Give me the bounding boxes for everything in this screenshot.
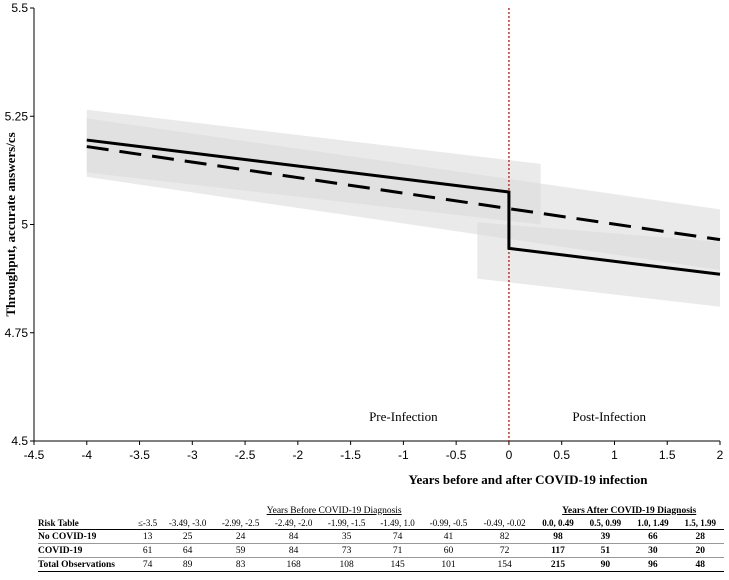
risk-table-cell: 59: [214, 543, 268, 558]
risk-table-cell: 39: [581, 529, 630, 544]
risk-table-cell: 61: [134, 543, 162, 558]
y-tick-label: 5: [21, 218, 28, 232]
risk-table-header-cell: -1.49, 1.0: [373, 516, 422, 530]
risk-table-cell: 71: [373, 543, 422, 558]
risk-table-header-cell: -0.99, -0.5: [421, 516, 475, 530]
risk-table-header-cell: -1.99, -1.5: [320, 516, 374, 530]
axes: -4.5 -4 -3.5 -3 -2.5 -2 -1.5 -1 -0.5 0 0.5 1 1.5 2 4.5…: [5, 1, 724, 462]
risk-table-cell: 51: [581, 543, 630, 558]
x-tick-label: -1.5: [340, 448, 361, 462]
risk-table-cell: 73: [320, 543, 374, 558]
risk-table-row: Total Observations 74 89 83 168 108 145 101 154 2…: [38, 557, 724, 572]
x-tick-label: 1: [611, 448, 618, 462]
risk-table-group-row: Years Before COVID-19 Diagnosis Years Af…: [38, 505, 724, 516]
risk-table-cell: 13: [134, 529, 162, 544]
risk-table-title: Risk Table: [38, 516, 134, 530]
x-tick-label: -2.5: [235, 448, 256, 462]
risk-table-cell: 96: [629, 557, 677, 572]
x-tick-label: -4.5: [24, 448, 45, 462]
x-tick-label: -3: [187, 448, 198, 462]
risk-table-header-cell: ≤-3.5: [134, 516, 162, 530]
x-tick-label: -0.5: [446, 448, 467, 462]
risk-table-row-label: COVID-19: [38, 543, 134, 558]
series-dashed-line: [86, 145, 721, 242]
x-tick-label: 0: [506, 448, 513, 462]
post-infection-label: Post-Infection: [572, 409, 646, 424]
x-tick-label: -4: [81, 448, 92, 462]
risk-table-cell: 24: [214, 529, 268, 544]
risk-table-row: No COVID-19 13 25 24 84 35 74 41 82 98 39 66 28: [38, 529, 724, 544]
risk-table-cell: 74: [134, 557, 162, 572]
line-chart: -4.5 -4 -3.5 -3 -2.5 -2 -1.5 -1 -0.5 0 0.5 1 1.5 2 4.5…: [3, 1, 724, 487]
group-before-label: Years Before COVID-19 Diagnosis: [266, 505, 402, 516]
risk-table-cell: 35: [320, 529, 374, 544]
risk-table-cell: 168: [267, 557, 321, 572]
risk-table-cell: 72: [474, 543, 535, 558]
risk-table: Years Before COVID-19 Diagnosis Years Af…: [38, 505, 724, 572]
risk-table-cell: 41: [421, 529, 475, 544]
risk-table-cell: 154: [474, 557, 535, 572]
y-axis-title: Throughput, accurate answers/cs: [3, 132, 18, 316]
risk-table-cell: 84: [267, 529, 321, 544]
risk-table-cell: 20: [676, 543, 724, 558]
risk-table-cell: 89: [161, 557, 215, 572]
risk-table-cell: 48: [676, 557, 724, 572]
risk-table-row-label: Total Observations: [38, 557, 134, 572]
risk-table-cell: 82: [474, 529, 535, 544]
chart-labels: Pre-Infection Post-Infection Years before …: [3, 132, 648, 487]
y-tick-label: 4.75: [5, 326, 29, 340]
risk-table-cell: 215: [534, 557, 582, 572]
risk-table-cell: 98: [534, 529, 582, 544]
x-tick-label: 0.5: [553, 448, 570, 462]
x-tick-label: 1.5: [659, 448, 676, 462]
risk-table-header-cell: -0.49, -0.02: [474, 516, 535, 530]
risk-table-header-row: Risk Table ≤-3.5 -3.49, -3.0 -2.99, -2.5 -2…: [38, 516, 724, 530]
risk-table-cell: 145: [373, 557, 422, 572]
risk-table-header-cell: 0.0, 0.49: [534, 516, 582, 530]
risk-table-cell: 83: [214, 557, 268, 572]
risk-table-header-cell: 0.5, 0.99: [581, 516, 630, 530]
risk-table-row-label: No COVID-19: [38, 529, 134, 544]
risk-table-cell: 28: [676, 529, 724, 544]
y-tick-label: 5.25: [5, 109, 29, 123]
risk-table-row: COVID-19 61 64 59 84 73 71 60 72 117 51 30 20: [38, 543, 724, 558]
x-axis-title: Years before and after COVID-19 infectio…: [409, 472, 649, 487]
pre-infection-label: Pre-Infection: [369, 409, 438, 424]
risk-table-header-cell: -2.99, -2.5: [214, 516, 268, 530]
risk-table-cell: 60: [421, 543, 475, 558]
risk-table-cell: 108: [320, 557, 374, 572]
risk-table-cell: 64: [161, 543, 215, 558]
series-solid-line: [86, 138, 721, 276]
group-after-label: Years After COVID-19 Diagnosis: [562, 505, 697, 516]
risk-table-cell: 25: [161, 529, 215, 544]
risk-table-cell: 30: [629, 543, 677, 558]
risk-table-cell: 90: [581, 557, 630, 572]
x-tick-label: 2: [717, 448, 724, 462]
risk-table-cell: 74: [373, 529, 422, 544]
risk-table-cell: 117: [534, 543, 582, 558]
risk-table-header-cell: 1.0, 1.49: [629, 516, 677, 530]
y-tick-label: 5.5: [11, 1, 28, 15]
risk-table-cell: 66: [629, 529, 677, 544]
x-tick-label: -2: [293, 448, 304, 462]
x-tick-label: -3.5: [129, 448, 150, 462]
risk-table-header-cell: 1.5, 1.99: [676, 516, 724, 530]
risk-table-header-cell: -2.49, -2.0: [267, 516, 321, 530]
risk-table-cell: 84: [267, 543, 321, 558]
risk-table-cell: 101: [421, 557, 475, 572]
risk-table-header-cell: -3.49, -3.0: [161, 516, 215, 530]
y-tick-label: 4.5: [11, 434, 28, 448]
ci-band-dashed-0: [86, 118, 721, 270]
x-tick-label: -1: [398, 448, 409, 462]
confidence-bands: [86, 109, 721, 307]
series-lines: [86, 8, 721, 441]
